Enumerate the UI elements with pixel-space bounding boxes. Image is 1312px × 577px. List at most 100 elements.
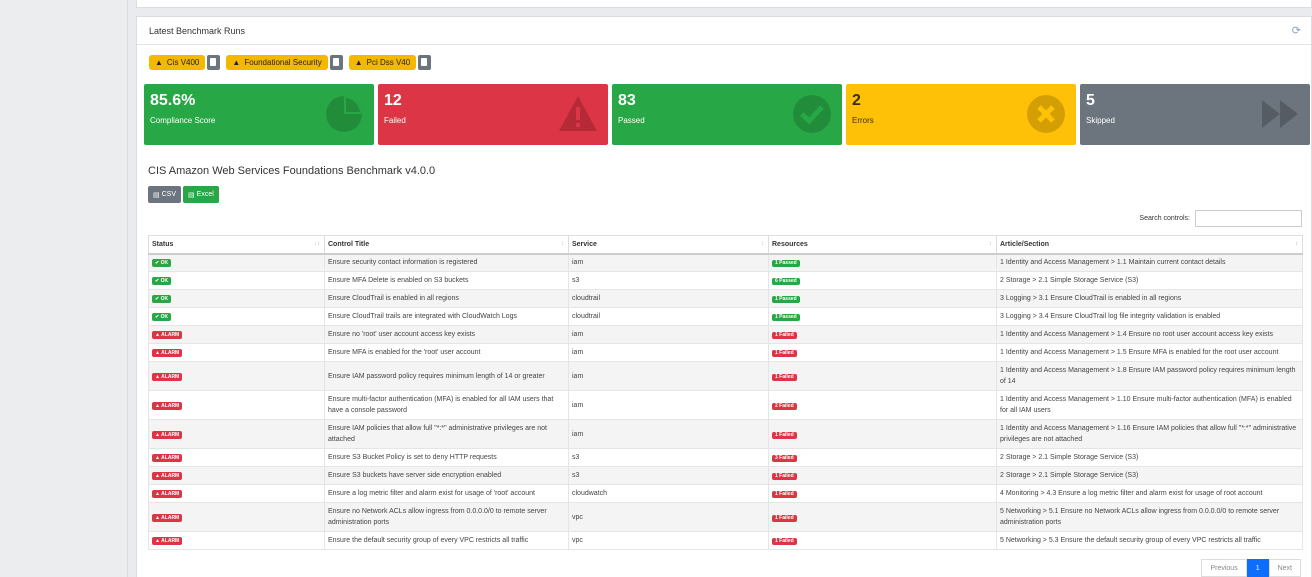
col-header-article[interactable]: Article/Section ↕ [996,235,1303,255]
col-header-resources[interactable]: Resources ↕ [768,235,997,255]
resources-badge[interactable]: 1 Passed [772,314,800,321]
article-cell: 5 Networking > 5.1 Ensure no Network ACL… [996,502,1303,532]
next-button[interactable]: Next [1268,559,1301,577]
file-icon: ▤ [188,191,195,199]
article-cell: 1 Identity and Access Management > 1.4 E… [996,325,1303,344]
resources-badge[interactable]: 2 Failed [772,402,797,410]
control-title-cell: Ensure IAM policies that allow full "*:*… [324,419,569,449]
document-icon[interactable] [418,55,432,70]
check-icon: ✔ [155,278,160,284]
col-header-control-title[interactable]: Control Title ↕ [324,235,569,255]
framework-badge[interactable]: ▲ Foundational Security [226,55,328,70]
control-title-cell: Ensure IAM password policy requires mini… [324,361,569,391]
resources-badge[interactable]: 1 Failed [772,514,797,522]
status-cell: ▲ ALARM [148,361,325,391]
resources-badge[interactable]: 1 Failed [772,431,797,439]
resources-badge[interactable]: 6 Passed [772,278,800,285]
status-cell: ▲ ALARM [148,325,325,344]
resources-badge[interactable]: 1 Failed [772,373,797,381]
sort-icon: ↕ [761,241,764,247]
article-cell: 1 Identity and Access Management > 1.16 … [996,419,1303,449]
status-label: OK [160,296,169,302]
refresh-icon[interactable]: ⟳ [1291,25,1301,37]
table-row: ✔ OK Ensure security contact information … [148,253,1303,272]
table-row: ▲ ALARM Ensure the default security group… [148,531,1303,550]
col-header-status[interactable]: Status ↓↕ [148,235,325,255]
control-title-cell: Ensure a log metric filter and alarm exi… [324,484,569,503]
resources-badge[interactable]: 1 Passed [772,296,800,303]
framework-badge[interactable]: ▲ Cis V400 [149,55,206,70]
article-cell: 1 Identity and Access Management > 1.8 E… [996,361,1303,391]
check-icon: ✔ [155,260,160,267]
card-label: Passed [618,116,645,125]
status-label: ALARM [161,332,180,338]
document-icon[interactable] [207,55,221,70]
table-row: ▲ ALARM Ensure MFA is enabled for the 'ro… [148,343,1303,362]
resources-cell: 3 Failed [768,448,997,467]
article-cell: 1 Identity and Access Management > 1.1 M… [996,253,1303,272]
service-cell: iam [568,253,769,272]
control-title-cell: Ensure the default security group of eve… [324,531,569,550]
control-title-cell: Ensure no 'root' user account access key… [324,325,569,344]
table-row: ▲ ALARM Ensure no 'root' user account acc… [148,325,1303,344]
warning-icon: ▲ [354,58,363,67]
table-row: ▲ ALARM Ensure S3 Bucket Policy is set to… [148,448,1303,467]
resources-cell: 1 Failed [768,361,997,391]
search-input[interactable] [1195,210,1302,227]
check-circle-icon [793,95,831,133]
table-row: ▲ ALARM Ensure multi-factor authenticatio… [148,390,1303,420]
status-badge: ▲ ALARM [152,537,183,545]
framework-badge-label: Pci Dss V40 [366,58,411,67]
service-cell: s3 [568,466,769,485]
status-cell: ✔ OK [148,307,325,326]
summary-cards: 85.6% Compliance Score 12 Failed 83 Pass… [144,84,1310,145]
article-cell: 2 Storage > 2.1 Simple Storage Service (… [996,271,1303,290]
control-title-cell: Ensure no Network ACLs allow ingress fro… [324,502,569,532]
previous-button[interactable]: Previous [1201,559,1247,577]
table-row: ✔ OK Ensure CloudTrail is enabled in all … [148,289,1303,308]
resources-badge[interactable]: 1 Passed [772,260,800,268]
search-label: Search controls: [1139,215,1190,222]
resources-badge[interactable]: 1 Failed [772,473,797,480]
controls-table: Status ↓↕ Control Title ↕ Service ↕ Resourc… [148,235,1303,550]
resources-badge[interactable]: 3 Failed [772,455,797,462]
top-strip [136,0,1312,8]
status-cell: ✔ OK [148,271,325,290]
status-label: OK [160,278,169,284]
article-cell: 1 Identity and Access Management > 1.5 E… [996,343,1303,362]
card-value: 83 [618,92,636,109]
resources-badge[interactable]: 1 Failed [772,538,797,545]
status-badge: ▲ ALARM [152,454,183,462]
status-label: ALARM [161,373,180,380]
status-cell: ▲ ALARM [148,343,325,362]
card-label: Failed [384,116,406,125]
service-cell: iam [568,343,769,362]
resources-badge[interactable]: 1 Failed [772,350,797,357]
framework-badge-group: ▲ Foundational Security [226,55,343,70]
col-header-label: Status [152,240,174,248]
status-label: ALARM [161,402,180,409]
document-icon[interactable] [329,55,343,70]
status-label: ALARM [161,491,180,497]
status-badge: ✔ OK [152,277,172,285]
status-cell: ✔ OK [148,289,325,308]
card-value: 2 [852,92,861,109]
article-cell: 3 Logging > 3.4 Ensure CloudTrail log fi… [996,307,1303,326]
service-cell: iam [568,361,769,391]
article-cell: 4 Monitoring > 4.3 Ensure a log metric f… [996,484,1303,503]
col-header-service[interactable]: Service ↕ [568,235,769,255]
resources-badge[interactable]: 1 Failed [772,332,797,339]
excel-button[interactable]: ▤ Excel [183,186,219,203]
page-button[interactable]: 1 [1246,559,1269,577]
warning-icon: ▲ [155,350,160,356]
resources-badge[interactable]: 1 Failed [772,491,797,498]
warning-icon: ▲ [155,455,160,461]
csv-button[interactable]: ▤ CSV [148,186,182,203]
table-row: ▲ ALARM Ensure IAM password policy requir… [148,361,1303,391]
framework-badge[interactable]: ▲ Pci Dss V40 [348,55,417,70]
table-row: ▲ ALARM Ensure no Network ACLs allow ingr… [148,502,1303,532]
export-buttons: ▤ CSV ▤ Excel [148,186,219,203]
service-cell: iam [568,325,769,344]
control-title-cell: Ensure MFA Delete is enabled on S3 bucke… [324,271,569,290]
status-badge: ▲ ALARM [152,472,183,480]
